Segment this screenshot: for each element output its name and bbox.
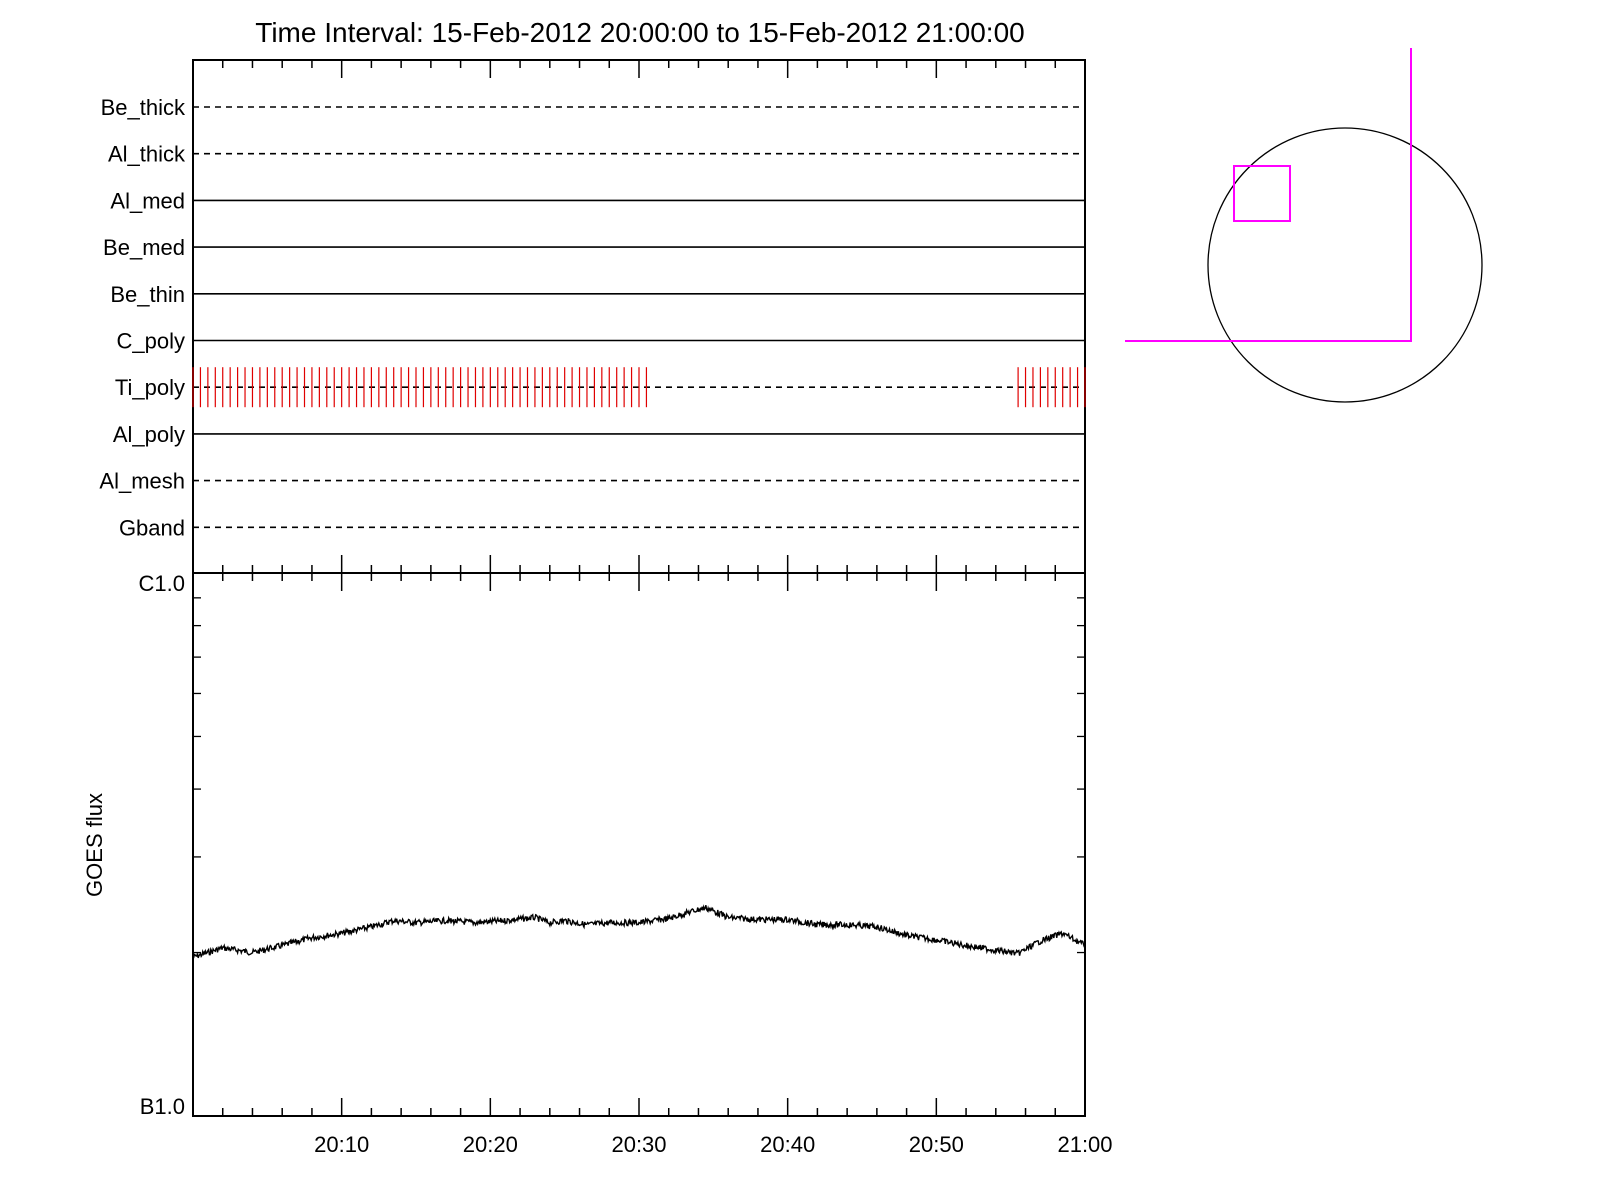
filter-label: C_poly — [117, 329, 185, 354]
y-axis-label: GOES flux — [82, 793, 107, 897]
flux-panel-frame — [192, 572, 1086, 1117]
filter-label: Be_thick — [101, 95, 186, 120]
filter-panel-frame — [192, 59, 1086, 574]
goes-flux-panel: C1.0 B1.0 GOES flux 20:10 20:20 20:30 20:40… — [82, 571, 1113, 1157]
filter-label: Al_mesh — [99, 469, 185, 494]
chart-title: Time Interval: 15-Feb-2012 20:00:00 to 1… — [255, 17, 1024, 48]
x-tick-label: 20:20 — [463, 1132, 518, 1157]
filter-label: Al_med — [110, 188, 185, 213]
solar-disk — [1207, 127, 1483, 403]
filter-label: Gband — [119, 515, 185, 540]
x-tick-label: 20:30 — [611, 1132, 666, 1157]
fov-box — [1233, 165, 1291, 222]
y-top-label: C1.0 — [139, 571, 185, 596]
goes-flux-series-line — [192, 904, 1086, 959]
fov-boundary-line — [1125, 48, 1412, 342]
filter-timeline-panel: Be_thick Al_thick Al_med Be_med Be_thin C_pol… — [99, 59, 1086, 574]
context-map — [1125, 48, 1483, 403]
filter-label: Be_med — [103, 235, 185, 260]
x-tick-label: 21:00 — [1057, 1132, 1112, 1157]
y-bottom-label: B1.0 — [140, 1094, 185, 1119]
filter-label: Ti_poly — [115, 375, 185, 400]
filter-label: Al_poly — [113, 422, 185, 447]
x-tick-label: 20:40 — [760, 1132, 815, 1157]
x-tick-label: 20:10 — [314, 1132, 369, 1157]
filter-label: Be_thin — [110, 282, 185, 307]
x-tick-label: 20:50 — [909, 1132, 964, 1157]
filter-label: Al_thick — [108, 142, 186, 167]
